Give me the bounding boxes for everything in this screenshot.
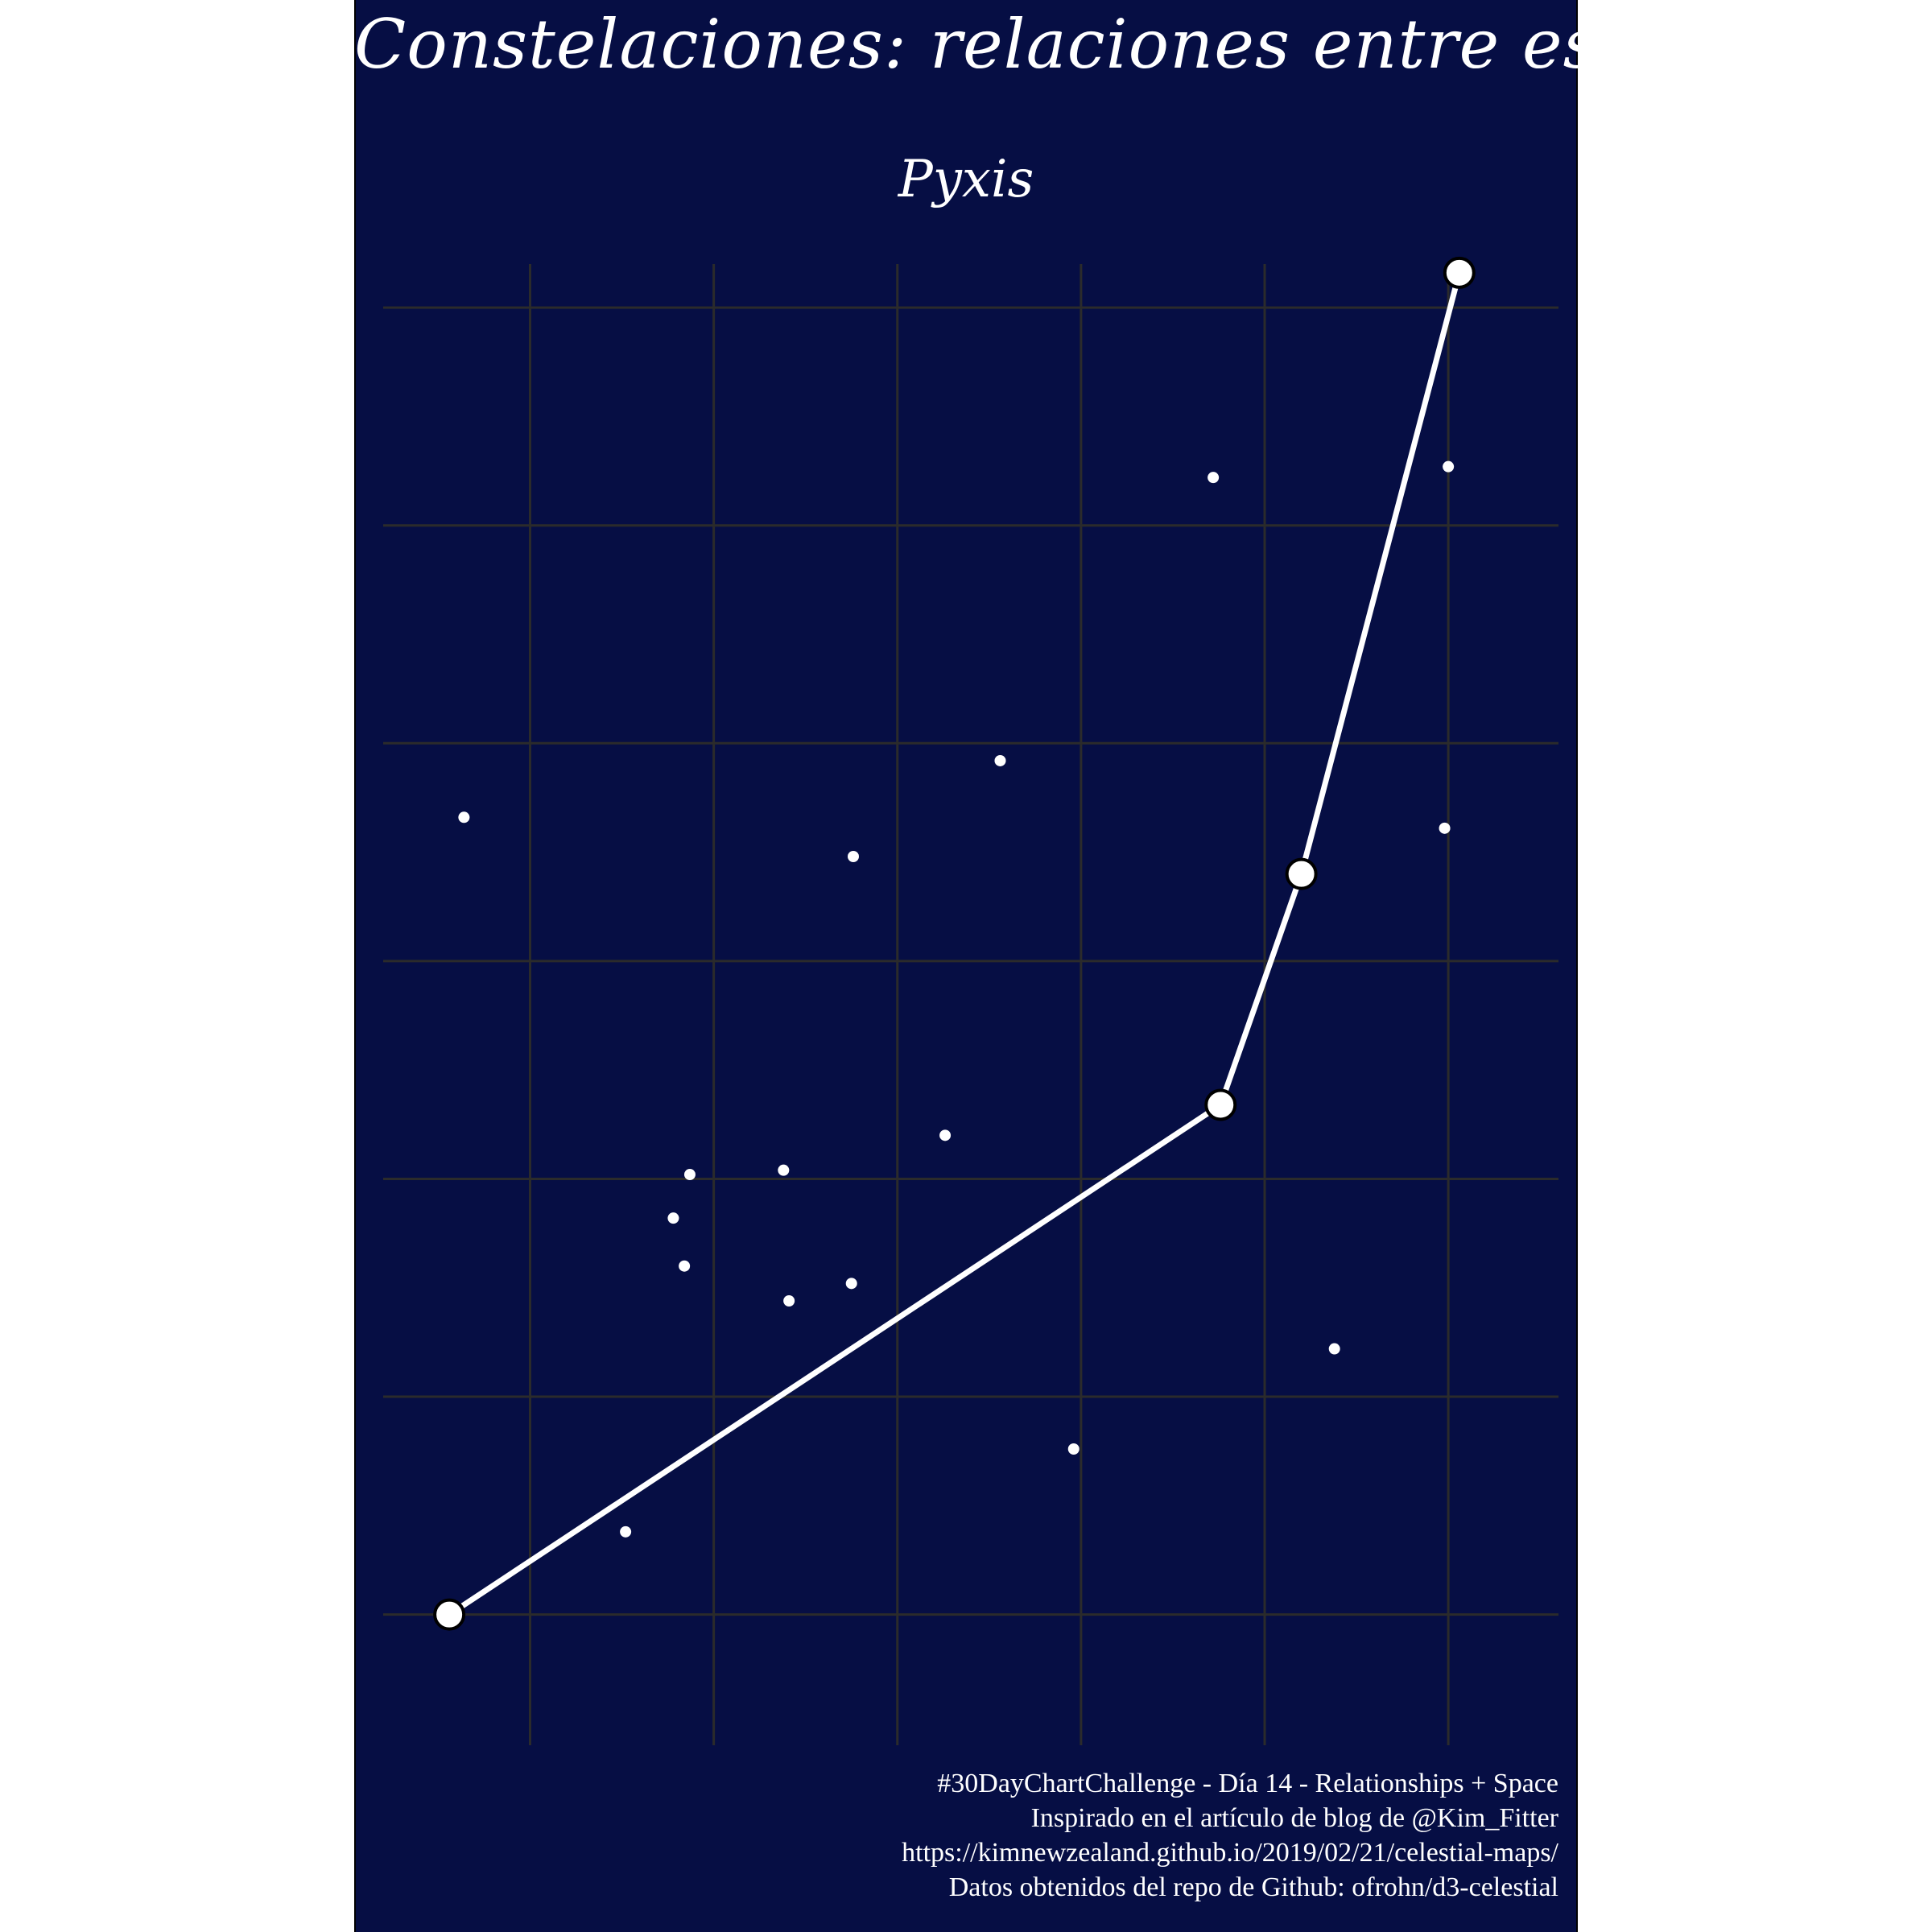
constellation-star	[1285, 857, 1318, 890]
constellation-star	[1443, 256, 1476, 289]
star-point	[683, 1169, 696, 1181]
star-point	[667, 1212, 679, 1224]
star-point	[848, 851, 859, 862]
constellation-star	[1204, 1088, 1237, 1121]
stars	[458, 460, 1455, 1538]
star-point	[845, 1278, 857, 1290]
star-point	[939, 1129, 952, 1141]
grid-lines	[383, 264, 1558, 1745]
star-point	[778, 1164, 790, 1176]
star-point	[458, 811, 470, 824]
star-point	[1067, 1443, 1080, 1455]
chart-title: Constelaciones: relaciones entre estrell…	[354, 5, 1823, 84]
star-point	[620, 1525, 632, 1538]
chart-panel	[354, 0, 1578, 1932]
star-point	[1208, 472, 1220, 484]
chart-subtitle: Pyxis	[898, 150, 1034, 209]
constellation-star	[433, 1598, 466, 1631]
star-point	[783, 1295, 795, 1307]
constellation-segment	[448, 271, 1463, 1617]
star-point	[1443, 460, 1455, 473]
caption-line-2: Inspirado en el artículo de blog de @Kim…	[1030, 1803, 1558, 1833]
star-point	[679, 1260, 691, 1272]
constellation-line	[433, 256, 1476, 1631]
caption-line-3: https://kimnewzealand.github.io/2019/02/…	[902, 1838, 1558, 1868]
star-point	[994, 754, 1006, 766]
star-point	[1328, 1343, 1340, 1355]
caption-line-1: #30DayChartChallenge - Día 14 - Relation…	[937, 1769, 1558, 1798]
caption: #30DayChartChallenge - Día 14 - Relation…	[902, 1766, 1558, 1905]
caption-line-4: Datos obtenidos del repo de Github: ofro…	[948, 1872, 1558, 1902]
star-point	[1439, 822, 1451, 834]
